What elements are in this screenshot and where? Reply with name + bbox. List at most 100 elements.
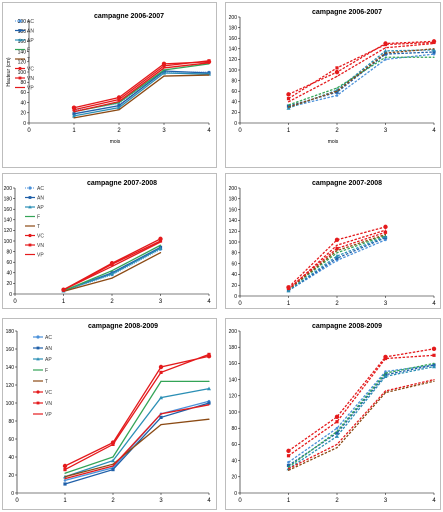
data-point (160, 380, 162, 382)
series-line (64, 380, 209, 474)
data-point (384, 229, 387, 231)
y-tick-label: 60 (231, 261, 237, 267)
y-tick-label: 80 (231, 78, 237, 84)
x-tick-label: 3 (162, 128, 166, 134)
chart-title: campagne 2008-2009 (88, 323, 158, 330)
series-line (64, 355, 210, 467)
data-point (110, 262, 114, 266)
data-point (286, 106, 291, 110)
data-point (336, 75, 338, 77)
legend-marker (18, 66, 22, 71)
data-point (117, 104, 121, 108)
y-tick-label: 140 (229, 377, 238, 383)
legend-label: F (45, 368, 48, 374)
legend-label: T (27, 57, 30, 63)
data-point (286, 104, 291, 108)
data-point (111, 458, 115, 463)
data-point (384, 233, 387, 236)
y-tick-label: 100 (6, 401, 15, 407)
data-point (336, 250, 338, 252)
y-tick-label: 100 (229, 240, 238, 246)
data-point (286, 288, 291, 293)
y-tick-label: 20 (6, 281, 12, 287)
x-tick-label: 3 (384, 498, 388, 504)
x-axis-label: mois (328, 139, 339, 145)
data-point (158, 364, 164, 370)
x-tick-label: 2 (335, 498, 339, 504)
series-line (73, 74, 210, 119)
y-tick-label: 160 (229, 36, 238, 42)
x-tick-label: 1 (287, 498, 291, 504)
data-point (384, 52, 387, 54)
data-point (207, 59, 211, 63)
chart-title: campagne 2007-2008 (87, 180, 157, 187)
y-tick-label: 180 (18, 29, 27, 35)
legend-label: F (27, 47, 30, 53)
y-tick-label: 40 (6, 271, 12, 277)
y-tick-label: 40 (8, 455, 14, 461)
chart-svg: campagne 2008-20090204060801001201401601… (6, 323, 212, 504)
y-tick-label: 40 (231, 458, 237, 464)
series-line (63, 244, 161, 292)
y-tick-label: 20 (8, 473, 14, 479)
y-tick-label: 120 (229, 394, 238, 400)
series-line (73, 62, 210, 113)
chart-svg: campagne 2008-20090204060801001201401601… (229, 323, 437, 504)
series-line (288, 380, 435, 471)
data-point (383, 224, 388, 230)
data-point (73, 117, 75, 119)
y-tick-label: 200 (229, 186, 238, 192)
legend-marker (18, 38, 22, 42)
legend-label: VN (37, 243, 44, 249)
data-point (111, 277, 113, 279)
y-tick-label: 100 (18, 70, 27, 76)
data-point (63, 468, 67, 472)
data-point (208, 404, 210, 406)
data-point (111, 468, 115, 472)
legend-marker (28, 186, 32, 190)
y-tick-label: 120 (229, 229, 238, 235)
chart-panel-2006-2007-right: campagne 2006-2007 0 20 40 60 80 100 120 140 160 1… (225, 2, 441, 168)
data-point (433, 48, 435, 50)
y-tick-label: 120 (4, 228, 13, 234)
data-point (159, 252, 162, 254)
y-tick-label: 20 (231, 110, 237, 116)
data-point (335, 420, 339, 424)
x-tick-label: 0 (27, 128, 31, 134)
data-point (286, 92, 291, 97)
y-tick-label: 180 (229, 197, 238, 203)
series-line (64, 404, 210, 480)
data-point (207, 352, 211, 356)
data-point (159, 395, 163, 400)
data-point (335, 431, 339, 435)
x-tick-label: 1 (287, 301, 291, 307)
data-point (207, 386, 211, 391)
series-line (288, 366, 435, 470)
x-tick-label: 0 (238, 128, 242, 134)
y-tick-label: 140 (229, 47, 238, 53)
legend-label: AN (27, 28, 34, 34)
y-tick-label: 0 (234, 491, 237, 497)
data-point (72, 108, 76, 112)
data-point (208, 74, 210, 76)
series-line (288, 53, 435, 108)
y-tick-label: 40 (20, 100, 26, 106)
data-point (335, 434, 339, 438)
data-point (64, 472, 66, 474)
x-tick-label: 0 (15, 498, 19, 504)
legend-label: VC (45, 390, 52, 396)
data-point (163, 75, 165, 77)
data-point (162, 71, 166, 75)
series-line (288, 40, 435, 95)
data-point (112, 456, 114, 458)
data-point (383, 234, 388, 239)
legend-marker (28, 233, 32, 238)
legend-marker (36, 390, 40, 394)
y-tick-label: 160 (6, 347, 15, 353)
data-point (158, 239, 163, 243)
x-tick-label: 2 (335, 301, 339, 307)
y-tick-label: 200 (4, 186, 13, 192)
data-point (62, 289, 65, 291)
legend-label: AC (37, 186, 44, 192)
data-point (286, 448, 291, 454)
